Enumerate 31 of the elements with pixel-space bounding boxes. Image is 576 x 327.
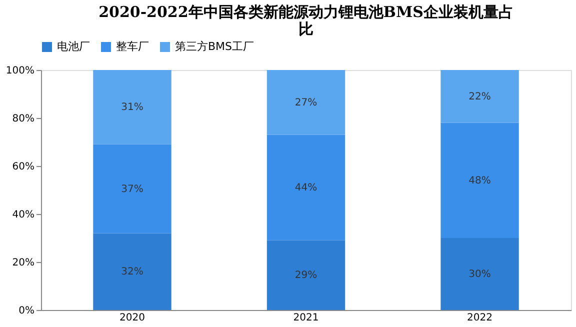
data-label: 30% (468, 269, 491, 280)
y-tick-label: 0% (18, 306, 34, 316)
data-label: 31% (121, 102, 144, 114)
bar (266, 70, 346, 135)
data-label: 27% (294, 97, 318, 108)
bar (266, 134, 346, 240)
legend-label: 整车厂 (116, 40, 149, 53)
data-label: 32% (121, 266, 144, 278)
chart-title: 2020-2022年中国各类新能源动力锂电池BMS企业装机量占比 (98, 3, 514, 38)
legend-label: 电池厂 (57, 40, 90, 53)
data-label: 37% (121, 184, 144, 195)
bar (440, 122, 519, 238)
legend-label: 第三方BMS工厂 (175, 40, 254, 53)
bar (440, 238, 519, 310)
bar (93, 233, 172, 310)
data-label: 44% (294, 182, 318, 194)
y-tick-label: 60% (12, 162, 34, 172)
x-tick-label: 2021 (293, 312, 319, 324)
y-tick-label: 80% (12, 114, 34, 124)
y-tick-label: 100% (6, 66, 34, 76)
data-label: 29% (294, 270, 318, 282)
bar (93, 70, 172, 144)
y-tick-label: 20% (12, 258, 34, 268)
data-label: 22% (468, 91, 491, 102)
bar (93, 144, 172, 234)
data-label: 48% (468, 175, 491, 186)
x-tick-label: 2022 (467, 312, 492, 324)
bar (266, 240, 346, 310)
x-tick-label: 2020 (120, 312, 145, 324)
bar (440, 70, 519, 123)
y-tick-label: 40% (12, 210, 34, 220)
